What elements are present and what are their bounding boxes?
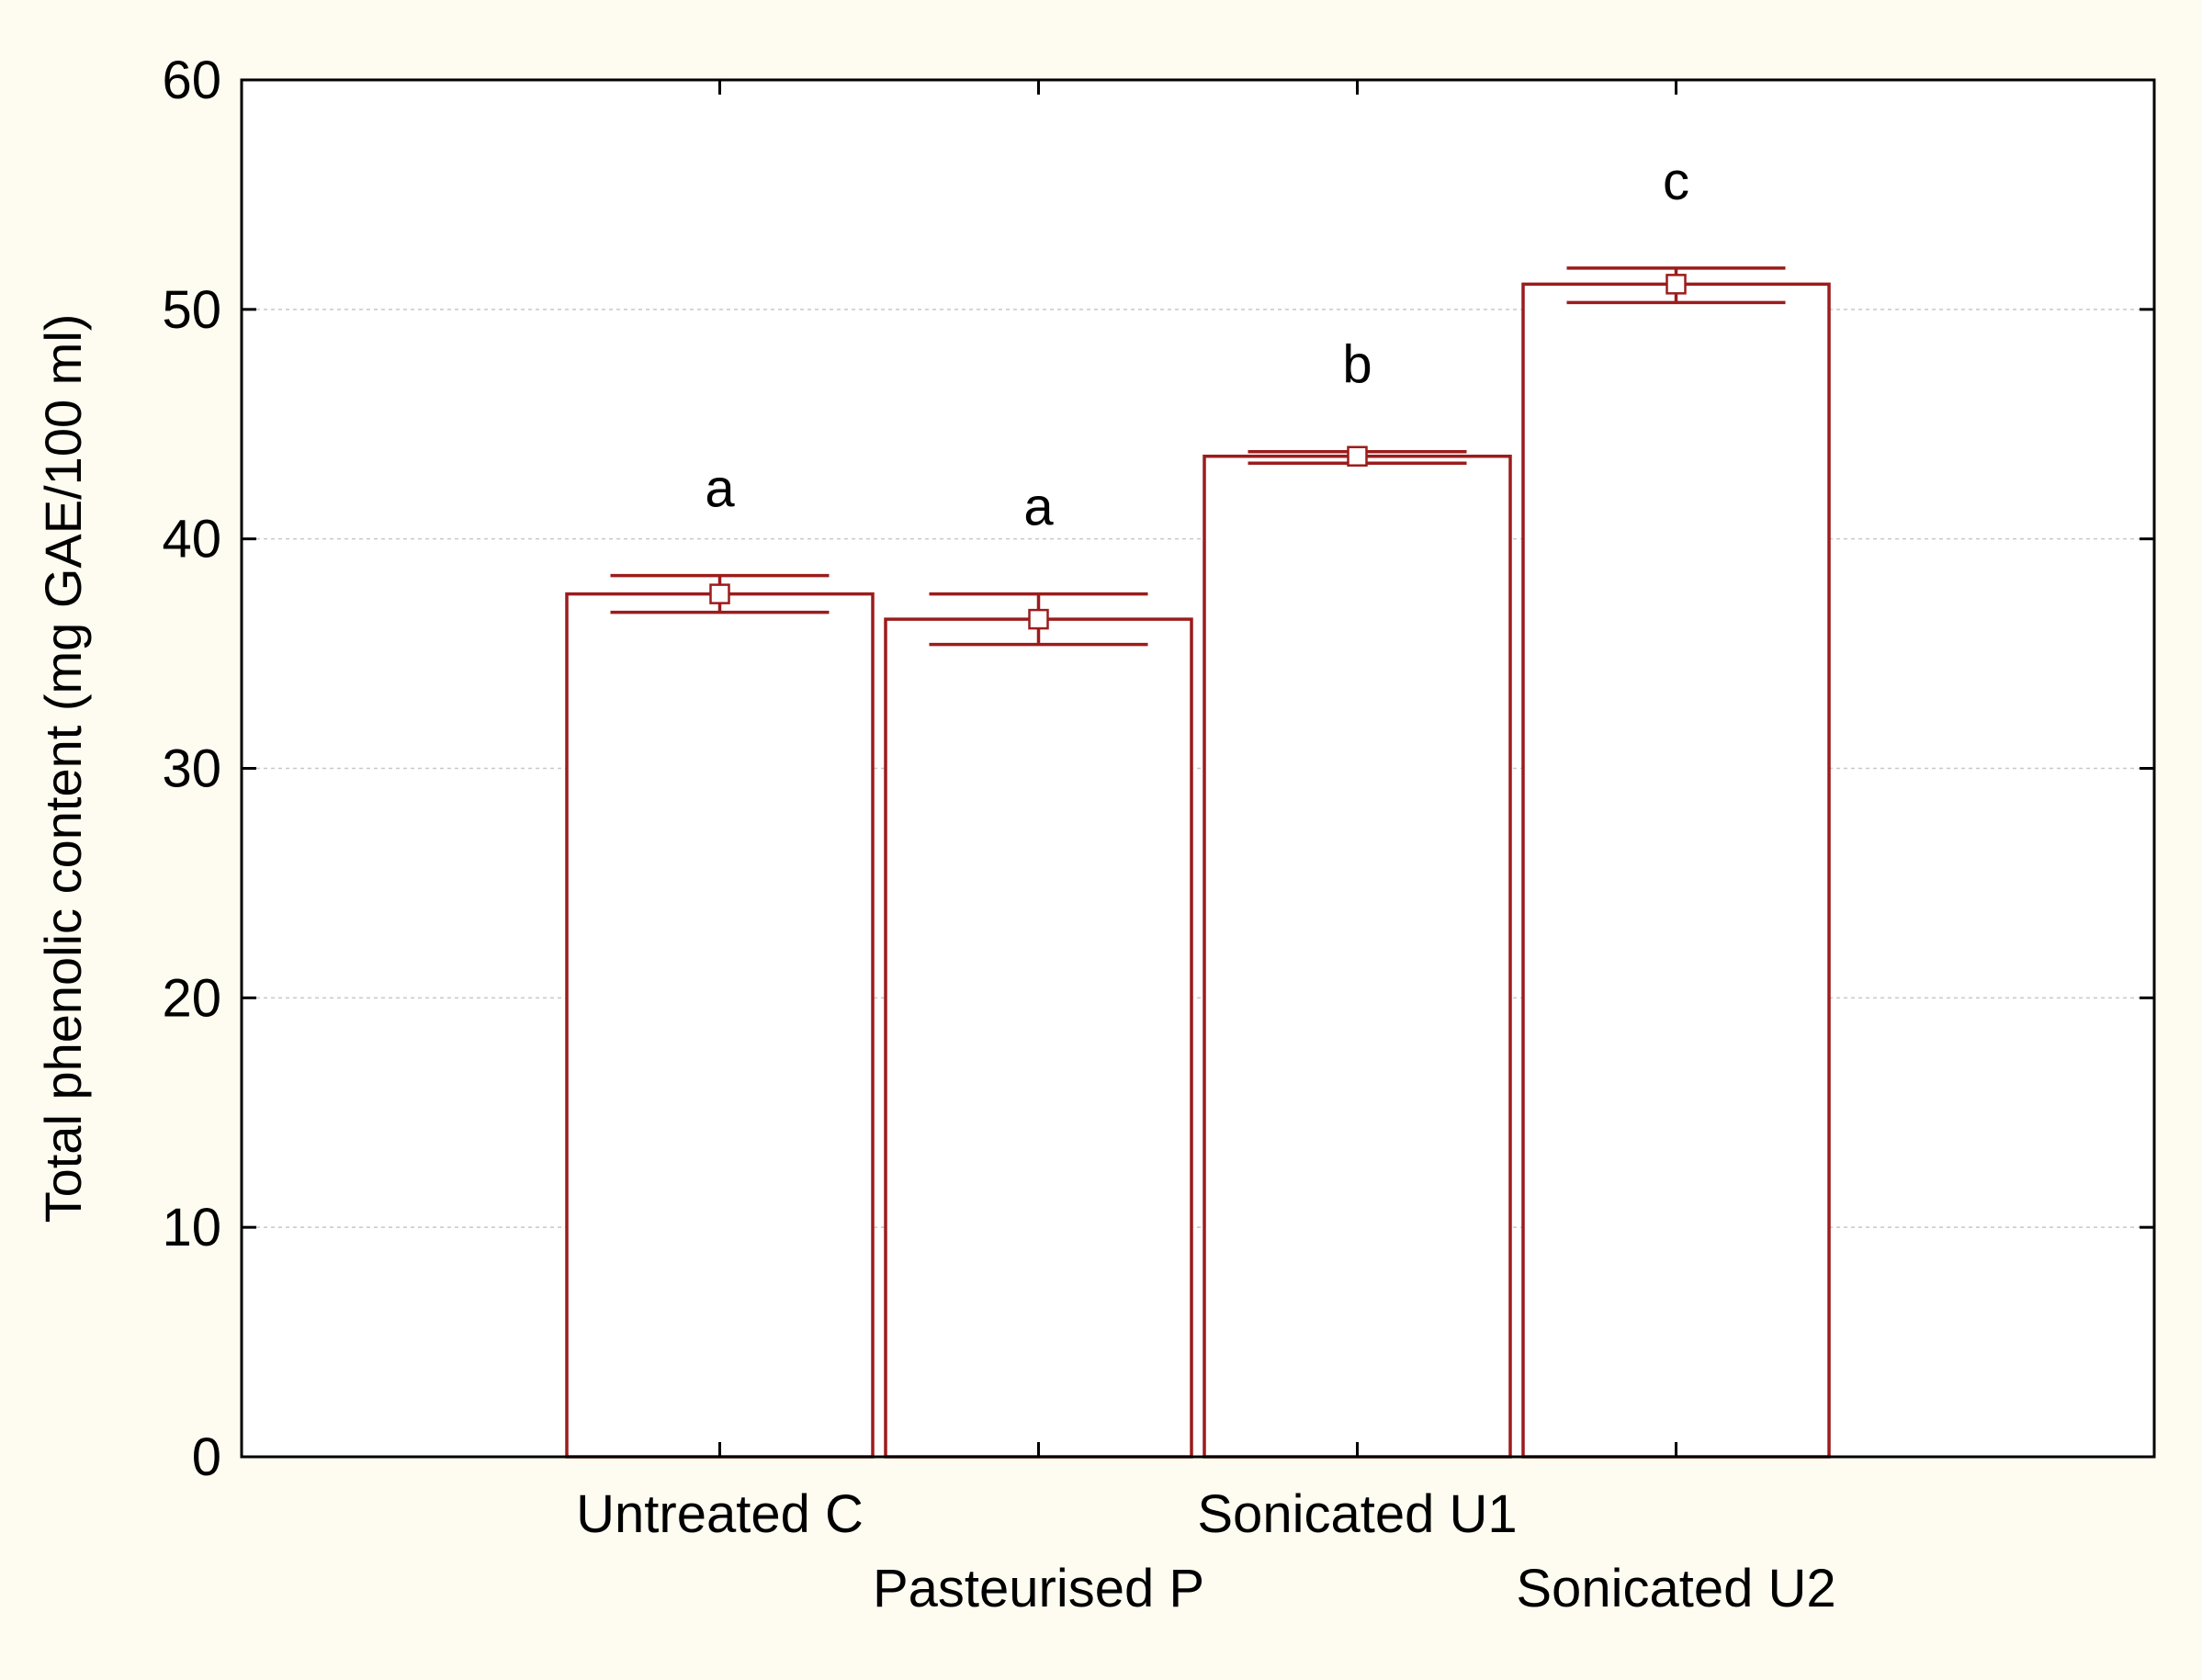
axis-ticks [242, 78, 2154, 1459]
x-category-label: Untreated C [576, 1484, 864, 1544]
significance-letters: a a b c [705, 152, 1689, 537]
x-category-label: Pasteurised P [873, 1559, 1204, 1618]
mean-marker [1666, 274, 1687, 295]
gridlines [242, 309, 2154, 1228]
significance-letter: a [1023, 478, 1054, 537]
mean-marker [709, 583, 730, 604]
bars [565, 282, 1831, 1459]
y-tick-label: 30 [162, 739, 221, 799]
y-axis-label: Total phenolic content (mg GAE/100 ml) [34, 314, 92, 1223]
y-tick-label: 40 [162, 510, 221, 569]
x-category-label: Sonicated U1 [1197, 1484, 1517, 1544]
y-tick-label: 50 [162, 280, 221, 340]
bar [1521, 282, 1831, 1459]
error-bars [610, 266, 1786, 647]
bar [565, 592, 875, 1459]
y-tick-label: 20 [162, 968, 221, 1028]
significance-letter: c [1663, 152, 1689, 211]
y-tick-label: 60 [162, 51, 221, 110]
mean-marker [1028, 608, 1049, 630]
y-tick-label: 0 [192, 1427, 221, 1487]
bar [884, 617, 1193, 1459]
mean-marker [1347, 445, 1368, 467]
y-tick-label: 10 [162, 1198, 221, 1257]
significance-letter: b [1342, 335, 1372, 395]
bar [1203, 454, 1512, 1459]
y-tick-labels: 0 10 20 30 40 50 60 [162, 51, 221, 1487]
significance-letter: a [705, 459, 735, 519]
x-category-label: Sonicated U2 [1516, 1559, 1835, 1618]
